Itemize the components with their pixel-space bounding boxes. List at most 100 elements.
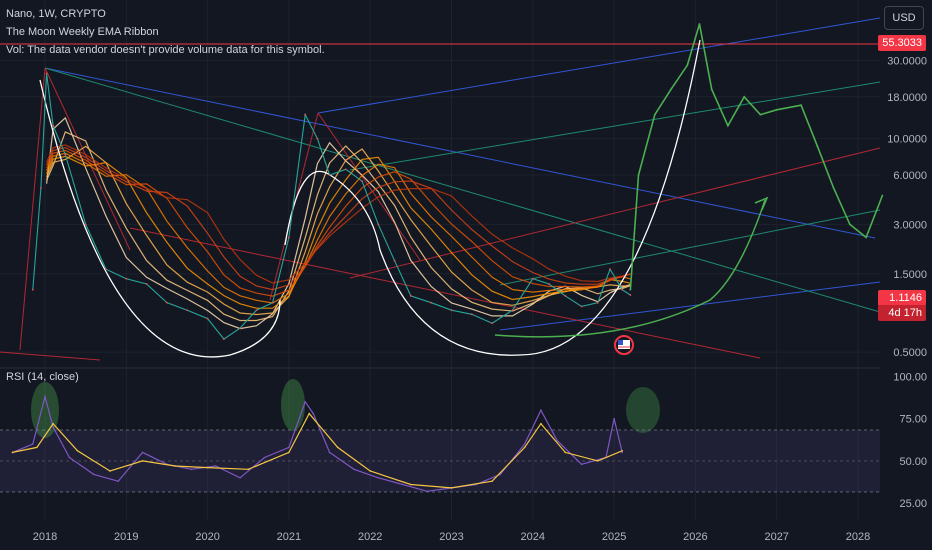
rsi-point	[540, 409, 542, 412]
rsi-point	[308, 412, 311, 415]
red-bottom-line	[0, 351, 101, 361]
countdown-badge: 4d 17h	[878, 305, 926, 321]
price-point	[881, 194, 884, 197]
rsi-point	[540, 422, 542, 425]
price-point	[470, 313, 473, 316]
green-fan-line-2	[44, 67, 881, 313]
rsi-legend[interactable]: RSI (14, close)	[6, 371, 79, 383]
rsi-point	[206, 466, 209, 469]
ascending-channel-bottom-blue	[499, 281, 881, 331]
green-fan-line-3	[499, 209, 881, 286]
rsi-highlight-2021	[281, 379, 305, 431]
x-tick-label: 2020	[195, 531, 219, 543]
price-point	[344, 168, 347, 171]
price-tick-label: 18.0000	[887, 92, 927, 104]
symbol-legend[interactable]: Nano, 1W, CRYPTO	[6, 8, 106, 20]
cup-arcs	[39, 39, 769, 358]
rsi-point	[426, 490, 428, 493]
price-point	[40, 187, 42, 189]
rsi-point	[288, 446, 290, 449]
rsi-point	[499, 473, 502, 476]
rsi-point	[190, 468, 193, 471]
currency-button[interactable]: USD	[884, 6, 924, 30]
price-tick-label: 0.5000	[893, 347, 927, 359]
ema-ribbon-line	[46, 145, 631, 316]
descending-trendline-blue	[44, 67, 876, 239]
price-point	[759, 113, 762, 116]
rsi-point	[52, 422, 54, 425]
x-tick-label: 2023	[439, 531, 463, 543]
rsi-point	[288, 451, 290, 454]
indicator-legend[interactable]: The Moon Weekly EMA Ribbon	[6, 26, 159, 38]
price-tick-label: 6.0000	[893, 170, 927, 182]
price-tick-label: 30.0000	[887, 55, 927, 67]
price-point	[304, 113, 307, 116]
price-point	[31, 288, 34, 291]
x-tick-label: 2021	[277, 531, 301, 543]
rsi-point	[68, 456, 71, 459]
price-point	[629, 288, 632, 291]
x-tick-label: 2026	[683, 531, 707, 543]
red-spike-line-1	[19, 67, 46, 351]
rsi-point	[491, 480, 493, 482]
projection-arrowhead	[754, 196, 769, 211]
rsi-point	[377, 476, 380, 479]
rsi-tick-label: 100.00	[893, 371, 927, 383]
red-triangle-line-3	[317, 112, 421, 261]
rsi-point	[613, 417, 615, 420]
cup-arc-1	[39, 79, 281, 358]
price-point	[637, 174, 640, 176]
rsi-point	[597, 460, 599, 462]
price-point	[255, 309, 258, 312]
price-point	[450, 309, 453, 312]
price-point	[166, 301, 168, 304]
price-point	[832, 187, 835, 189]
rsi-point	[410, 483, 412, 486]
price-point	[206, 317, 209, 320]
rsi-point	[52, 426, 54, 428]
price-point	[548, 283, 550, 285]
price-point	[84, 223, 87, 226]
price-point	[743, 95, 746, 98]
price-point	[653, 113, 656, 116]
grid-lines	[0, 0, 880, 520]
green-fan-line-1	[349, 81, 881, 171]
rsi-tick-label: 25.00	[899, 498, 927, 510]
rsi-point	[32, 443, 34, 445]
rsi-point	[523, 443, 526, 445]
rsi-point	[450, 487, 453, 489]
price-point	[328, 174, 331, 176]
rsi-point	[369, 470, 372, 472]
price-point	[710, 88, 713, 91]
price-tick-label: 3.0000	[893, 219, 927, 231]
rsi-point	[174, 465, 176, 467]
rsi-tick-label: 75.00	[899, 414, 927, 426]
price-point	[222, 338, 225, 341]
rsi-point	[141, 451, 144, 454]
us-flag-event-marker[interactable]	[614, 335, 634, 355]
rsi-point	[141, 460, 144, 462]
rsi-point	[263, 456, 266, 459]
price-point	[596, 301, 599, 304]
price-point	[670, 88, 672, 91]
price-point	[698, 23, 701, 25]
projection-arrow-curve	[494, 199, 766, 338]
historical-price-line	[32, 73, 631, 340]
ema-ribbon-line	[46, 146, 631, 291]
rsi-point	[36, 446, 38, 449]
price-point	[186, 309, 189, 312]
rsi-point	[353, 468, 355, 471]
price-point	[430, 301, 433, 304]
rsi-point	[312, 412, 315, 415]
rsi-point	[564, 451, 567, 454]
price-point	[580, 305, 583, 308]
price-point	[491, 322, 494, 325]
price-point	[64, 153, 67, 156]
price-point	[629, 294, 632, 296]
price-point	[848, 223, 851, 226]
price-point	[511, 309, 514, 312]
price-point	[239, 327, 242, 330]
price-point	[105, 268, 107, 271]
price-tick-label: 1.5000	[893, 269, 927, 281]
